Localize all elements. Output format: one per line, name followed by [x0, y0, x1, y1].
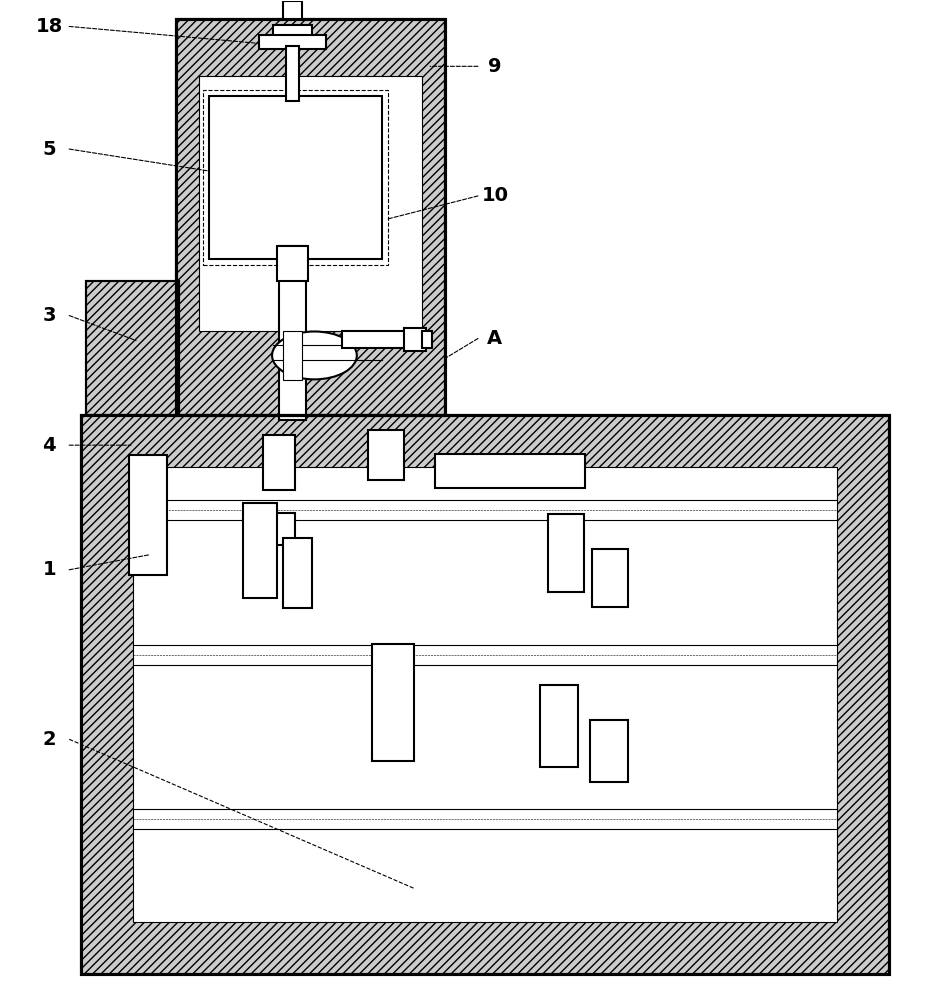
Bar — [540, 685, 578, 767]
Bar — [199, 76, 422, 331]
Bar — [263, 513, 294, 545]
Bar — [282, 1, 303, 19]
Text: 5: 5 — [43, 140, 56, 159]
Bar — [590, 720, 628, 782]
Bar — [86, 281, 179, 415]
Bar — [203, 90, 388, 265]
Bar — [435, 454, 584, 488]
Bar — [285, 46, 299, 101]
Bar — [369, 430, 404, 480]
Bar — [129, 455, 167, 575]
Text: 3: 3 — [43, 306, 56, 325]
Bar — [81, 415, 889, 974]
Bar — [548, 514, 583, 592]
Ellipse shape — [272, 332, 357, 379]
Bar — [81, 415, 889, 974]
Text: 18: 18 — [35, 17, 63, 36]
Bar — [372, 644, 414, 761]
Bar — [258, 35, 326, 49]
Bar — [133, 467, 837, 922]
Text: 2: 2 — [43, 730, 56, 749]
Bar — [592, 549, 628, 607]
Bar — [243, 503, 277, 598]
Bar — [208, 96, 382, 259]
Bar — [282, 331, 303, 380]
Bar — [404, 328, 426, 351]
Text: 1: 1 — [43, 560, 56, 579]
Bar — [279, 246, 307, 420]
Bar — [263, 435, 294, 490]
Bar — [176, 19, 445, 415]
Text: 10: 10 — [482, 186, 508, 205]
Bar — [277, 246, 308, 281]
Bar — [343, 331, 407, 348]
Text: A: A — [487, 329, 503, 348]
Text: 9: 9 — [488, 57, 502, 76]
Bar — [86, 281, 179, 415]
Bar — [176, 19, 445, 415]
Bar — [282, 538, 312, 608]
Bar — [422, 331, 432, 348]
Text: 4: 4 — [43, 436, 56, 455]
Bar — [272, 25, 312, 37]
